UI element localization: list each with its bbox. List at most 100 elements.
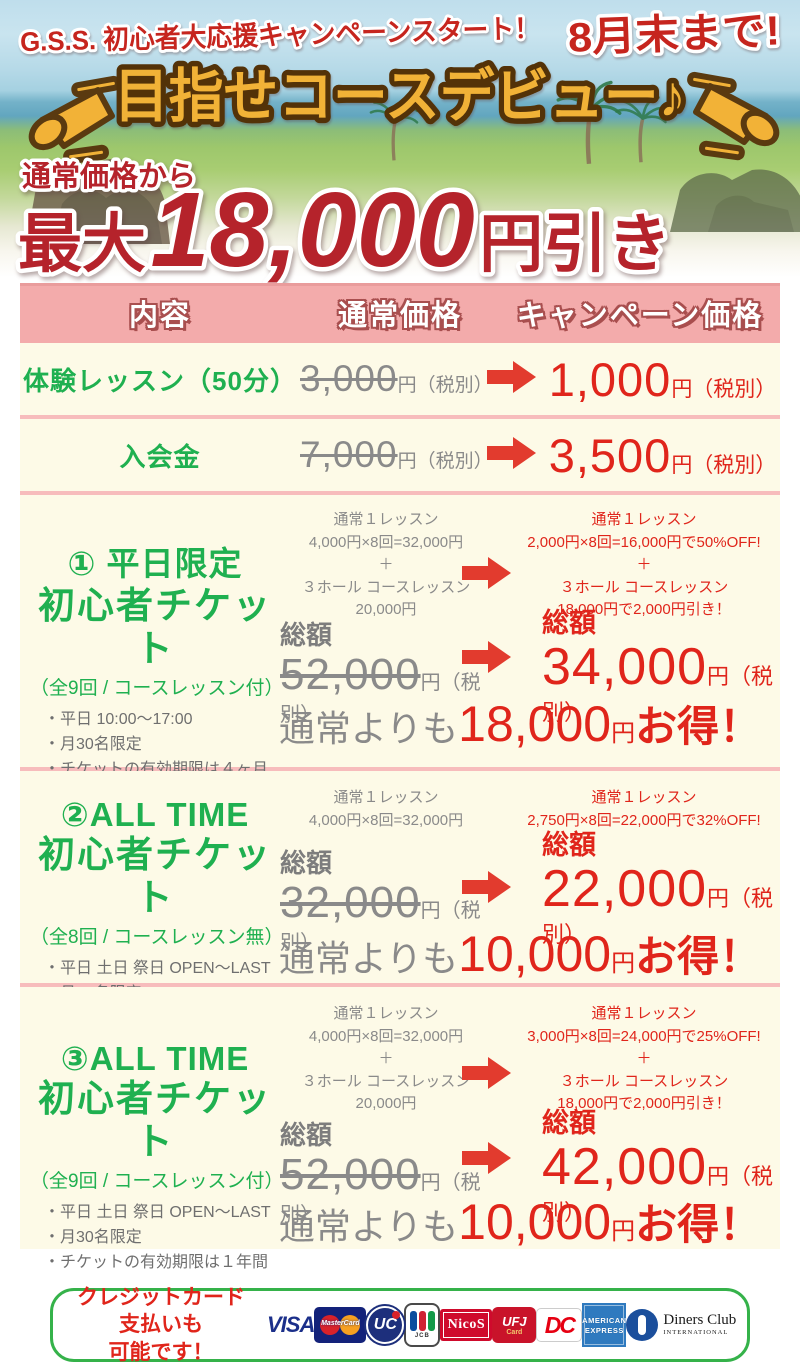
card-logos: VISA MasterCard UC JCB NicoS UFJ Card DC — [267, 1303, 736, 1347]
table-row-trial-lesson: 体験レッスン（50分） 3,000円（税別） 1,000円（税別） — [20, 343, 780, 415]
diners-circle — [626, 1309, 659, 1341]
rock-icon — [670, 169, 800, 232]
row-name: 入会金 — [119, 441, 201, 472]
arrow-right-icon — [460, 871, 512, 903]
savings-prefix: 通常よりも — [278, 1206, 459, 1247]
price-table: 内容 通常価格 キャンペーン価格 体験レッスン（50分） 3,000円（税別） … — [20, 283, 782, 1271]
normal-price-detail: 通常１レッスン 4,000円×8回=32,000円 — [308, 789, 464, 829]
main-title: 目指せコースデビュー♪ — [109, 59, 692, 135]
normal-total-value: 52,000 — [280, 1150, 421, 1199]
plan-section-alltime-9: ③ALL TIME 初心者チケット （全9回 / コースレッスン付） ・平日 土… — [20, 987, 782, 1271]
discount-amount: 18,000 — [150, 171, 474, 283]
total-label: 総額 — [280, 620, 333, 650]
table-header-row: 内容 通常価格 キャンペーン価格 — [20, 283, 780, 343]
amex-logo-icon: AMERICAN EXPRESS — [582, 1303, 627, 1347]
campaign-price-detail: 通常１レッスン 2,750円×8回=22,000円で32%OFF! — [527, 789, 761, 829]
arrow-right-icon — [460, 641, 512, 673]
diners-logo-icon: Diners Club INTERNATIONAL — [626, 1309, 736, 1341]
row-name: 体験レッスン（50分） — [23, 365, 297, 396]
price-unit: 円（税別） — [280, 672, 481, 727]
total-label: 総額 — [542, 1108, 596, 1138]
normal-total: 総額 52,000円（税別） — [280, 1115, 490, 1227]
campaign-total-value: 34,000 — [542, 638, 708, 696]
campaign-price-detail: 通常１レッスン 3,000円×8回=24,000円で25%OFF! ＋ ３ホール… — [527, 1005, 761, 1112]
mastercard-logo-icon: MasterCard — [314, 1307, 367, 1343]
discount-line: 最大 18,000 円引き — [18, 171, 671, 283]
plan-number-title: ③ALL TIME — [60, 1040, 250, 1077]
megaphone-right-icon — [687, 71, 780, 161]
price-unit: 円（税別） — [397, 375, 493, 396]
jcb-logo-icon: JCB — [404, 1303, 441, 1347]
arrow-right-icon — [460, 1057, 512, 1089]
normal-price: 7,000円（税別） — [300, 434, 493, 476]
nicos-logo-icon: NicoS — [440, 1309, 493, 1341]
campaign-total-value: 22,000 — [542, 860, 708, 918]
campaign-start-banner: G.S.S. 初心者大応援キャンペーンスタート！ — [17, 9, 544, 60]
normal-total: 総額 32,000円（税別） — [280, 843, 490, 955]
arrow-cell — [485, 360, 545, 398]
jcb-label: JCB — [414, 1333, 430, 1339]
credit-card-message: クレジットカード支払いも 可能です！ — [77, 1286, 245, 1364]
header-campaign-price: キャンペーン価格 — [516, 300, 764, 332]
plan-section-weekday-ticket: ① 平日限定 初心者チケット （全9回 / コースレッスン付） ・平日 10:0… — [20, 495, 780, 778]
campaign-price-detail: 通常１レッスン 2,000円×8回=16,000円で50%OFF! ＋ ３ホール… — [527, 511, 761, 618]
normal-price-value: 3,000 — [300, 358, 398, 399]
plan-title: 初心者チケット — [38, 834, 272, 918]
uc-red-dot — [392, 1311, 401, 1319]
arrow-right-icon — [485, 360, 537, 393]
ufj-sub-label: Card — [506, 1329, 523, 1336]
savings-unit: 円 — [611, 950, 636, 977]
uc-logo-icon: UC — [366, 1306, 405, 1344]
discount-banner: 通常価格から 最大 18,000 円引き — [14, 157, 676, 284]
credit-card-box: クレジットカード支払いも 可能です！ VISA MasterCard UC JC… — [50, 1286, 750, 1364]
price-unit: 円（税別） — [542, 1164, 774, 1225]
normal-price-value: 7,000 — [300, 434, 398, 475]
divider — [20, 491, 780, 495]
palm-tree-icon — [369, 98, 419, 161]
ufj-label: UFJ — [502, 1314, 527, 1329]
savings-line: 通常よりも 18,000 円お得！ — [260, 693, 780, 754]
plan-info: ① 平日限定 初心者チケット （全9回 / コースレッスン付） ・平日 10:0… — [30, 537, 284, 782]
normal-total-value: 32,000 — [280, 878, 421, 927]
table-row-admission-fee: 入会金 7,000円（税別） 3,500円（税別） — [20, 419, 780, 491]
price-unit: 円（税別） — [671, 377, 777, 401]
savings-amount: 10,000 — [458, 926, 612, 982]
amex-line1: AMERICAN — [582, 1315, 627, 1325]
campaign-price: 3,500円（税別） — [545, 428, 780, 483]
header-normal-price: 通常価格 — [337, 300, 462, 332]
plan-section-alltime-8: ②ALL TIME 初心者チケット （全8回 / コースレッスン無） ・平日 土… — [20, 771, 782, 1027]
mastercard-label: MasterCard — [321, 1320, 360, 1327]
arrow-right-icon — [460, 1142, 512, 1174]
plan-subtitle: （全9回 / コースレッスン付） — [30, 1171, 284, 1193]
plan-title: 初心者チケット — [38, 1078, 272, 1162]
normal-price: 3,000円（税別） — [300, 358, 493, 400]
normal-price-detail: 通常１レッスン 4,000円×8回=32,000円 ＋ ３ホール コースレッスン… — [301, 511, 471, 618]
savings-line: 通常よりも 10,000 円お得！ — [260, 923, 780, 984]
price-unit: 円（税別） — [397, 451, 493, 472]
total-label: 総額 — [280, 1120, 333, 1150]
mastercard-red-circle — [320, 1315, 341, 1335]
campaign-total: 総額 42,000円（税別） — [542, 1101, 782, 1227]
deadline-banner: 8月末まで! — [564, 4, 784, 64]
divider — [20, 415, 780, 419]
mastercard-yellow-circle — [340, 1315, 361, 1335]
savings-line: 通常よりも 10,000 円お得！ — [260, 1191, 780, 1252]
savings-prefix: 通常よりも — [278, 938, 459, 979]
divider — [20, 767, 780, 771]
plan-number-title: ① 平日限定 — [67, 545, 243, 582]
savings-prefix: 通常よりも — [278, 708, 459, 749]
campaign-total: 総額 22,000円（税別） — [542, 823, 782, 949]
divider — [20, 983, 780, 987]
discount-suffix: 円引き — [479, 208, 671, 280]
amex-line2: EXPRESS — [584, 1325, 624, 1335]
campaign-price-value: 3,500 — [548, 428, 672, 482]
palm-tree-icon — [556, 80, 622, 164]
campaign-price: 1,000円（税別） — [545, 352, 780, 407]
savings-suffix: お得！ — [635, 703, 762, 750]
price-unit: 円（税別） — [542, 664, 774, 725]
arrow-right-icon — [460, 557, 512, 589]
plan-subtitle: （全9回 / コースレッスン付） — [30, 678, 284, 700]
ufj-logo-icon: UFJ Card — [492, 1307, 537, 1343]
discount-prefix: 最大 — [18, 208, 146, 280]
